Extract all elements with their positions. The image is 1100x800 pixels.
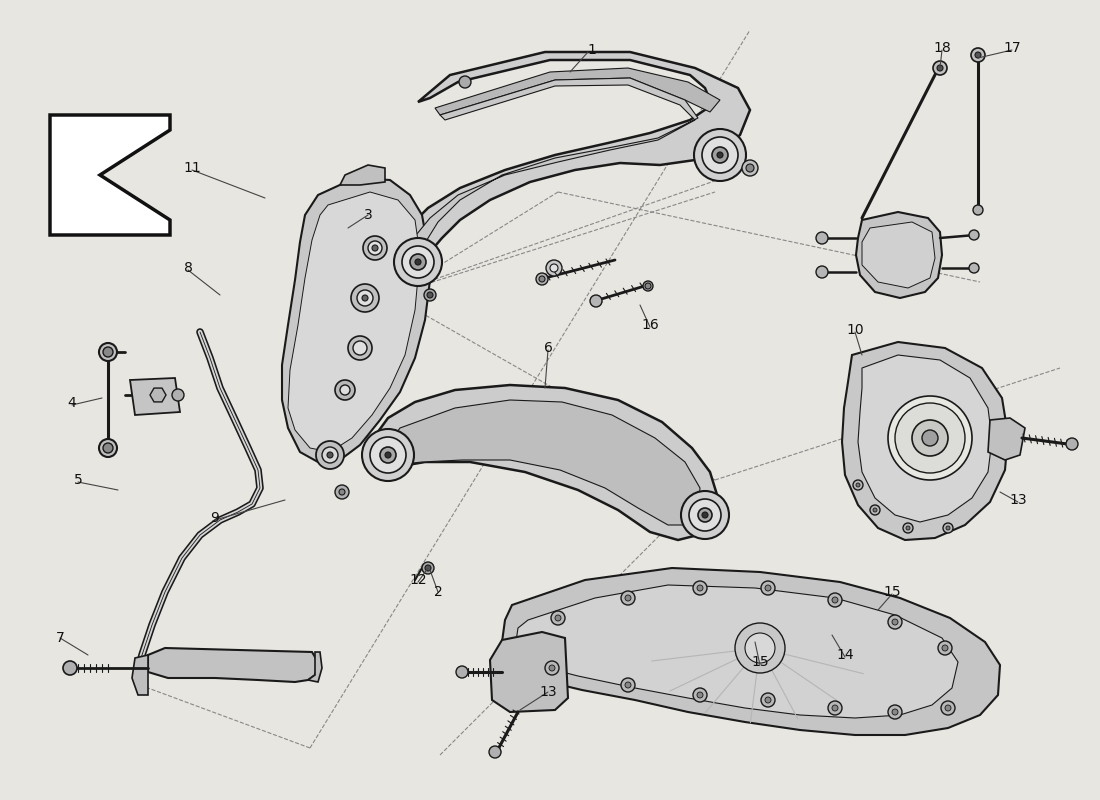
Circle shape bbox=[336, 380, 355, 400]
Polygon shape bbox=[132, 655, 148, 695]
Circle shape bbox=[490, 746, 500, 758]
Text: 17: 17 bbox=[1003, 41, 1021, 55]
Circle shape bbox=[546, 260, 562, 276]
Circle shape bbox=[745, 633, 776, 663]
Polygon shape bbox=[988, 418, 1025, 460]
Text: 10: 10 bbox=[846, 323, 864, 337]
Circle shape bbox=[742, 160, 758, 176]
Circle shape bbox=[348, 336, 372, 360]
Text: 7: 7 bbox=[56, 631, 65, 645]
Circle shape bbox=[746, 164, 754, 172]
Polygon shape bbox=[148, 648, 318, 682]
Circle shape bbox=[697, 585, 703, 591]
Circle shape bbox=[764, 697, 771, 703]
Circle shape bbox=[424, 289, 436, 301]
Polygon shape bbox=[340, 165, 385, 185]
Circle shape bbox=[336, 485, 349, 499]
Circle shape bbox=[368, 241, 382, 255]
Polygon shape bbox=[490, 632, 568, 712]
Circle shape bbox=[946, 526, 950, 530]
Text: 18: 18 bbox=[933, 41, 950, 55]
Circle shape bbox=[892, 709, 898, 715]
Circle shape bbox=[339, 489, 345, 495]
Polygon shape bbox=[388, 400, 700, 525]
Circle shape bbox=[425, 565, 431, 571]
Circle shape bbox=[942, 645, 948, 651]
Circle shape bbox=[856, 483, 860, 487]
Circle shape bbox=[353, 341, 367, 355]
Circle shape bbox=[621, 591, 635, 605]
Circle shape bbox=[536, 273, 548, 285]
Circle shape bbox=[422, 562, 435, 574]
Text: 16: 16 bbox=[641, 318, 659, 332]
Polygon shape bbox=[150, 388, 166, 402]
Circle shape bbox=[940, 701, 955, 715]
Circle shape bbox=[544, 661, 559, 675]
Circle shape bbox=[379, 447, 396, 463]
Circle shape bbox=[370, 437, 406, 473]
Circle shape bbox=[828, 701, 842, 715]
Circle shape bbox=[362, 429, 414, 481]
Text: 5: 5 bbox=[74, 473, 82, 487]
Text: 11: 11 bbox=[183, 161, 201, 175]
Circle shape bbox=[693, 688, 707, 702]
Polygon shape bbox=[368, 385, 718, 540]
Circle shape bbox=[625, 595, 631, 601]
Circle shape bbox=[832, 705, 838, 711]
Circle shape bbox=[103, 443, 113, 453]
Circle shape bbox=[456, 666, 468, 678]
Circle shape bbox=[761, 693, 776, 707]
Circle shape bbox=[698, 508, 712, 522]
Circle shape bbox=[322, 447, 338, 463]
Polygon shape bbox=[856, 212, 942, 298]
Circle shape bbox=[459, 76, 471, 88]
Circle shape bbox=[816, 232, 828, 244]
Circle shape bbox=[362, 295, 369, 301]
Circle shape bbox=[764, 585, 771, 591]
Circle shape bbox=[625, 682, 631, 688]
Text: 13: 13 bbox=[1009, 493, 1026, 507]
Text: 4: 4 bbox=[67, 396, 76, 410]
Polygon shape bbox=[842, 342, 1008, 540]
Circle shape bbox=[761, 581, 776, 595]
Circle shape bbox=[621, 678, 635, 692]
Polygon shape bbox=[400, 52, 750, 270]
Circle shape bbox=[702, 512, 708, 518]
Circle shape bbox=[852, 480, 864, 490]
Text: 13: 13 bbox=[539, 685, 557, 699]
Circle shape bbox=[903, 523, 913, 533]
Circle shape bbox=[402, 246, 434, 278]
Circle shape bbox=[888, 396, 972, 480]
Circle shape bbox=[717, 152, 723, 158]
Circle shape bbox=[694, 129, 746, 181]
Circle shape bbox=[895, 403, 965, 473]
Circle shape bbox=[922, 430, 938, 446]
Circle shape bbox=[410, 254, 426, 270]
Circle shape bbox=[828, 593, 842, 607]
Polygon shape bbox=[50, 115, 170, 235]
Circle shape bbox=[933, 61, 947, 75]
Circle shape bbox=[689, 499, 720, 531]
Text: 12: 12 bbox=[409, 573, 427, 587]
Circle shape bbox=[712, 147, 728, 163]
Circle shape bbox=[394, 238, 442, 286]
Polygon shape bbox=[515, 585, 958, 718]
Text: 6: 6 bbox=[543, 341, 552, 355]
Circle shape bbox=[912, 420, 948, 456]
Polygon shape bbox=[412, 78, 698, 252]
Circle shape bbox=[945, 705, 952, 711]
Circle shape bbox=[974, 205, 983, 215]
Circle shape bbox=[363, 236, 387, 260]
Circle shape bbox=[975, 52, 981, 58]
Circle shape bbox=[870, 505, 880, 515]
Circle shape bbox=[358, 290, 373, 306]
Circle shape bbox=[969, 230, 979, 240]
Circle shape bbox=[681, 491, 729, 539]
Circle shape bbox=[172, 389, 184, 401]
Circle shape bbox=[372, 245, 378, 251]
Circle shape bbox=[550, 264, 558, 272]
Circle shape bbox=[906, 526, 910, 530]
Text: 9: 9 bbox=[210, 511, 219, 525]
Polygon shape bbox=[434, 68, 720, 115]
